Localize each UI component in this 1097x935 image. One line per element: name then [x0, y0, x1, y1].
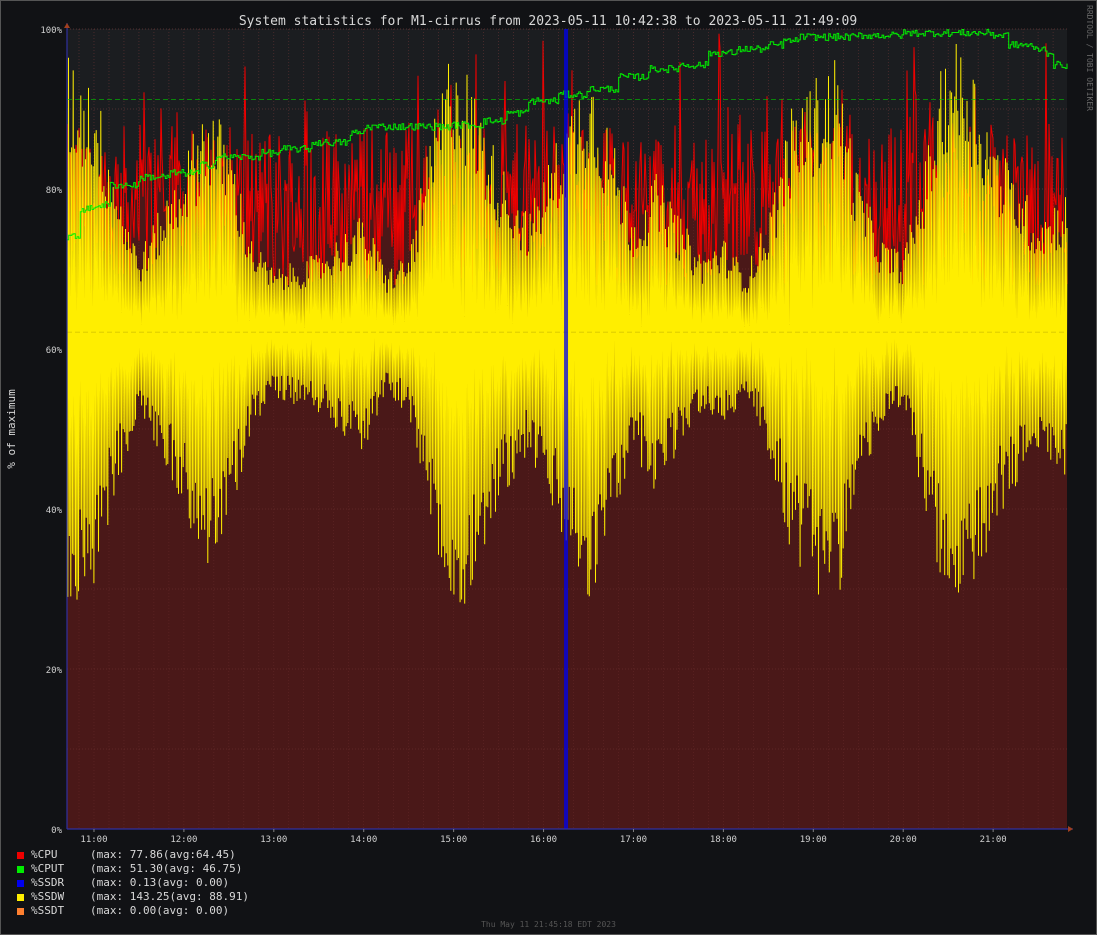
- x-tick-label: 13:00: [260, 835, 287, 845]
- plot-area: 0% 20% 40% 60% 80% 100% 11:00 12:00 13:00 14:00 15…: [40, 23, 1073, 845]
- x-tick-label: 17:00: [620, 835, 647, 845]
- x-tick-label: 20:00: [890, 835, 917, 845]
- legend-series-name: %SSDR: [31, 876, 65, 889]
- legend-series-name: %SSDT: [31, 904, 65, 917]
- y-tick-label: 100%: [40, 26, 62, 36]
- chart-title: System statistics for M1-cirrus from 202…: [239, 14, 857, 29]
- legend-item: %SSDT (max: 0.00(avg: 0.00): [17, 904, 249, 918]
- x-tick-label: 21:00: [980, 835, 1007, 845]
- legend-stats: (max: 143.25(avg: 88.91): [90, 890, 249, 903]
- legend-stats: (max: 0.13(avg: 0.00): [90, 876, 230, 889]
- legend-stats: (max: 77.86(avg:64.45): [90, 848, 236, 861]
- legend-stats: (max: 0.00(avg: 0.00): [90, 904, 230, 917]
- legend-swatch: [17, 879, 24, 887]
- x-tick-label: 18:00: [710, 835, 737, 845]
- x-tick-label: 12:00: [170, 835, 197, 845]
- y-tick-label: 20%: [46, 666, 63, 676]
- legend-item: %SSDR (max: 0.13(avg: 0.00): [17, 876, 249, 890]
- legend-stats: (max: 51.30(avg: 46.75): [90, 862, 243, 875]
- x-tick-label: 11:00: [80, 835, 107, 845]
- x-tick-label: 14:00: [350, 835, 377, 845]
- footer-timestamp: Thu May 11 21:45:18 EDT 2023: [481, 920, 616, 929]
- legend-swatch: [17, 907, 24, 915]
- y-axis-label: % of maximum: [5, 389, 18, 469]
- rrdtool-watermark: RRDTOOL / TOBI OETIKER: [1085, 5, 1094, 111]
- x-tick-label: 15:00: [440, 835, 467, 845]
- legend-swatch: [17, 893, 24, 901]
- y-tick-label: 40%: [46, 506, 63, 516]
- y-tick-label: 60%: [46, 346, 63, 356]
- legend-series-name: %SSDW: [31, 890, 65, 903]
- legend-item: %CPU (max: 77.86(avg:64.45): [17, 848, 249, 862]
- legend-swatch: [17, 865, 24, 873]
- x-tick-label: 19:00: [800, 835, 827, 845]
- x-tick-label: 16:00: [530, 835, 557, 845]
- legend-series-name: %CPU: [31, 848, 58, 861]
- legend-item: %CPUT (max: 51.30(avg: 46.75): [17, 862, 249, 876]
- y-tick-label: 80%: [46, 186, 63, 196]
- y-axis-arrow: [64, 23, 70, 28]
- chart-svg: System statistics for M1-cirrus from 202…: [5, 14, 1073, 845]
- legend-series-name: %CPUT: [31, 862, 65, 875]
- ssdr-spike: [564, 29, 569, 829]
- legend-item: %SSDW (max: 143.25(avg: 88.91): [17, 890, 249, 904]
- y-tick-label: 0%: [51, 826, 62, 836]
- x-axis-arrow: [1068, 826, 1073, 832]
- legend: %CPU (max: 77.86(avg:64.45) %CPUT (max: 51.…: [17, 848, 249, 918]
- legend-swatch: [17, 851, 24, 859]
